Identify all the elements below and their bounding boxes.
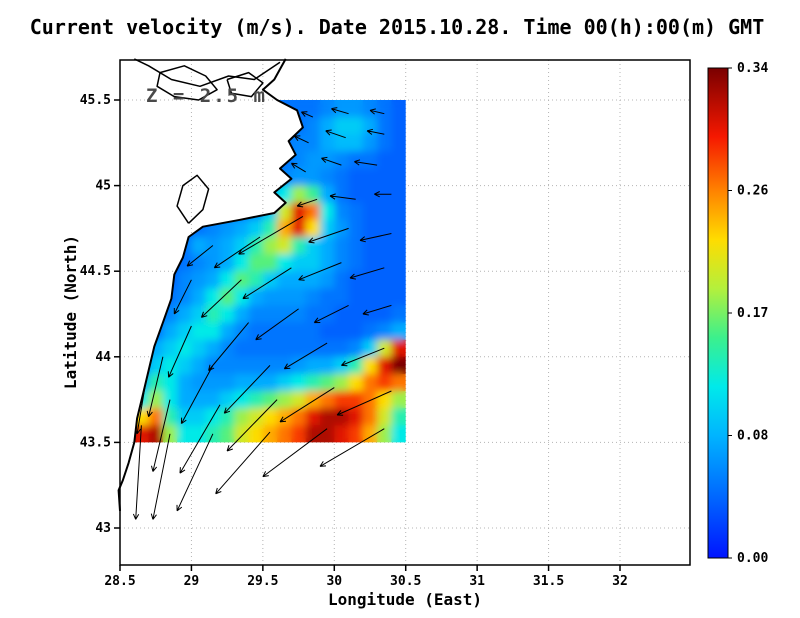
x-tick-label: 30.5 — [390, 574, 421, 589]
x-tick-label: 29 — [184, 574, 200, 589]
y-tick-label: 43.5 — [80, 435, 111, 450]
lake-contour — [133, 58, 281, 88]
y-tick-label: 43 — [95, 521, 111, 536]
lake-contour — [176, 174, 210, 224]
colorbar: 0.00 0.08 0.17 0.26 0.34 — [707, 61, 768, 566]
y-tick-label: 44 — [95, 350, 111, 365]
colorbar-tick-label: 0.26 — [737, 184, 768, 199]
colorbar-tick-label: 0.08 — [737, 429, 768, 444]
coastline-layer — [117, 58, 304, 511]
colorbar-tick-label: 0.17 — [737, 306, 768, 321]
y-tick-label: 44.5 — [80, 264, 111, 279]
x-tick-label: 28.5 — [104, 574, 135, 589]
colorbar-tick-label: 0.34 — [737, 61, 768, 76]
x-tick-label: 30 — [326, 574, 342, 589]
coastline-path — [117, 58, 304, 511]
chart-title: Current velocity (m/s). Date 2015.10.28.… — [30, 15, 765, 39]
x-tick-label: 31.5 — [533, 574, 564, 589]
y-axis-label: Latitude (North) — [61, 235, 80, 389]
arrow-layer — [132, 107, 392, 520]
frame-layer: 28.5 29 29.5 30 30.5 31 31.5 32 43 43.5 44 44.5 45 45… — [80, 59, 691, 589]
x-tick-label: 29.5 — [247, 574, 278, 589]
y-tick-label: 45 — [95, 179, 111, 194]
colorbar-gradient — [707, 67, 729, 559]
colorbar-tick-label: 0.00 — [737, 551, 768, 566]
vector-arrows — [132, 107, 392, 520]
lake-contour — [226, 71, 264, 98]
x-tick-label: 32 — [612, 574, 628, 589]
lake-contour — [156, 65, 218, 101]
depth-annotation: Z = 2.5 m — [146, 85, 267, 107]
y-tick-label: 45.5 — [80, 93, 111, 108]
x-axis-label: Longitude (East) — [328, 590, 482, 609]
x-tick-label: 31 — [469, 574, 485, 589]
